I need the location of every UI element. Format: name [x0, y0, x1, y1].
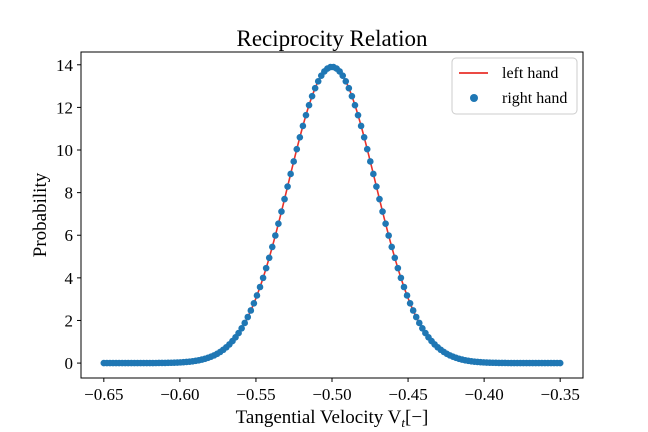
series-right-hand-point — [256, 283, 264, 291]
y-tick-label: 12 — [56, 98, 73, 117]
series-right-hand-point — [385, 232, 392, 239]
series-right-hand-point — [409, 307, 417, 314]
y-axis: 0 2 4 6 8 10 12 14 — [56, 56, 81, 373]
series-right-hand-point — [351, 101, 359, 109]
x-axis: −0.65 −0.60 −0.55 −0.50 −0.45 −0.40 −0.35 — [84, 378, 580, 404]
series-right-hand-point — [366, 158, 374, 165]
series-right-hand-point — [250, 300, 258, 307]
series-right-hand-point — [363, 145, 371, 153]
series-right-hand-point — [259, 274, 267, 282]
series-right-hand-point — [357, 122, 365, 130]
series-right-hand-point — [394, 264, 402, 272]
series-right-hand-point — [290, 158, 298, 165]
series-right-hand-point — [311, 84, 319, 92]
series-right-hand-point — [253, 292, 261, 299]
series-right-hand-point — [382, 220, 389, 227]
series-right-hand-point — [287, 170, 294, 178]
series-right-hand-point — [354, 111, 362, 119]
series-right-hand-point — [238, 324, 245, 332]
y-tick-label: 0 — [65, 354, 74, 373]
series-right-hand-point — [275, 220, 282, 227]
legend-box — [451, 57, 578, 115]
series-right-hand-point — [299, 122, 307, 130]
x-axis-title-subscript: t — [401, 415, 405, 430]
x-axis-title: Tangential Velocity Vt[−] — [236, 407, 429, 430]
series-right-hand-point — [373, 183, 380, 190]
series-right-hand-point — [406, 300, 414, 307]
y-tick-label: 14 — [56, 56, 74, 75]
series-right-hand-point — [360, 133, 368, 141]
legend-label-left-hand: left hand — [502, 65, 558, 82]
series-right-hand-point — [284, 183, 291, 190]
series-right-hand-point — [296, 133, 304, 141]
series-right-hand-point — [342, 78, 350, 85]
series-right-hand-point — [556, 359, 564, 367]
chart-title: Reciprocity Relation — [237, 26, 428, 51]
x-tick-label: −0.55 — [236, 385, 275, 404]
x-tick-label: −0.45 — [388, 385, 427, 404]
y-tick-label: 8 — [65, 184, 74, 203]
series-right-hand-point — [391, 254, 399, 262]
series-right-hand-point — [370, 170, 377, 178]
x-tick-label: −0.50 — [312, 385, 351, 404]
series-scatter-group — [100, 63, 564, 367]
legend-label-right-hand: right hand — [502, 90, 567, 107]
series-right-hand-point — [244, 313, 252, 321]
series-right-hand-point — [397, 274, 405, 282]
series-right-hand-point — [412, 313, 420, 321]
series-right-hand-point — [241, 319, 249, 327]
y-axis-title: Probability — [30, 172, 51, 257]
x-tick-label: −0.60 — [160, 385, 199, 404]
series-right-hand-point — [308, 92, 316, 100]
series-right-hand-point — [403, 292, 411, 299]
y-tick-label: 6 — [65, 226, 74, 245]
series-right-hand-point — [348, 92, 356, 100]
series-right-hand-point — [281, 195, 288, 203]
series-right-hand-point — [314, 78, 322, 85]
series-right-hand-point — [235, 329, 242, 337]
x-tick-label: −0.35 — [541, 385, 580, 404]
series-right-hand-point — [272, 232, 279, 239]
series-right-hand-point — [388, 243, 396, 251]
series-right-hand-point — [415, 319, 423, 327]
y-tick-label: 10 — [56, 141, 73, 160]
series-right-hand-point — [339, 72, 347, 80]
series-right-hand-point — [268, 243, 276, 251]
series-right-hand-point — [278, 208, 285, 215]
legend: left hand right hand — [451, 57, 578, 115]
x-axis-title-main: Tangential Velocity V — [236, 407, 402, 428]
series-right-hand-point — [400, 283, 408, 291]
y-tick-label: 2 — [65, 311, 74, 330]
series-right-hand-point — [345, 84, 353, 92]
x-tick-label: −0.40 — [464, 385, 503, 404]
series-right-hand-point — [305, 101, 313, 109]
y-tick-label: 4 — [65, 269, 74, 288]
series-right-hand-point — [302, 111, 310, 119]
legend-scatter-swatch — [470, 94, 478, 102]
x-tick-label: −0.65 — [84, 385, 123, 404]
series-right-hand-point — [265, 254, 273, 262]
series-right-hand-point — [262, 264, 270, 272]
series-right-hand-point — [247, 307, 255, 314]
x-axis-title-suffix: [−] — [405, 407, 428, 428]
series-right-hand-point — [419, 324, 426, 332]
series-right-hand-point — [376, 195, 383, 203]
series-right-hand-point — [379, 208, 386, 215]
series-right-hand-point — [293, 145, 301, 153]
